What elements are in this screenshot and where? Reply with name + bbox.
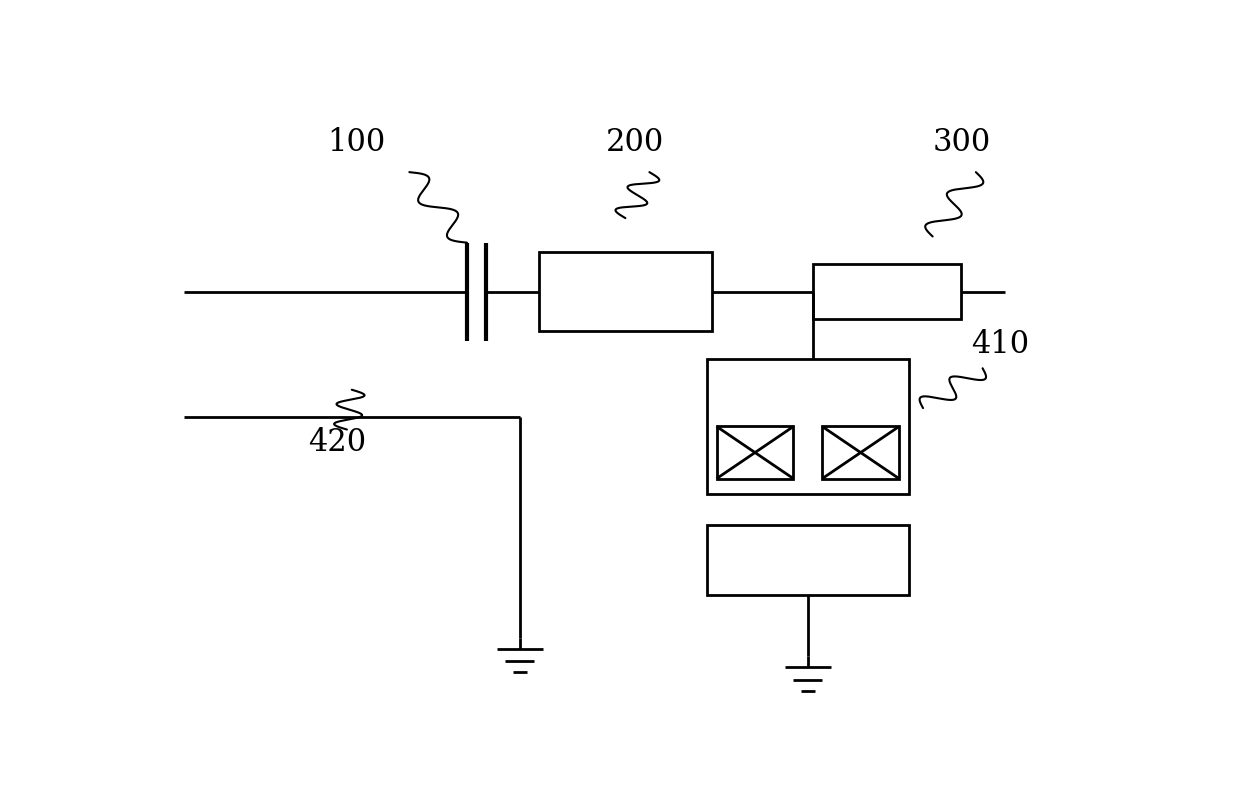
Bar xyxy=(707,359,908,494)
Text: 420: 420 xyxy=(309,427,367,458)
Bar xyxy=(823,427,900,478)
Bar xyxy=(716,427,793,478)
Bar xyxy=(539,252,712,331)
Text: 200: 200 xyxy=(606,127,664,158)
Text: 100: 100 xyxy=(327,127,385,158)
Text: 410: 410 xyxy=(971,329,1028,360)
Text: 300: 300 xyxy=(932,127,991,158)
Bar xyxy=(707,525,908,595)
Bar xyxy=(813,264,961,319)
